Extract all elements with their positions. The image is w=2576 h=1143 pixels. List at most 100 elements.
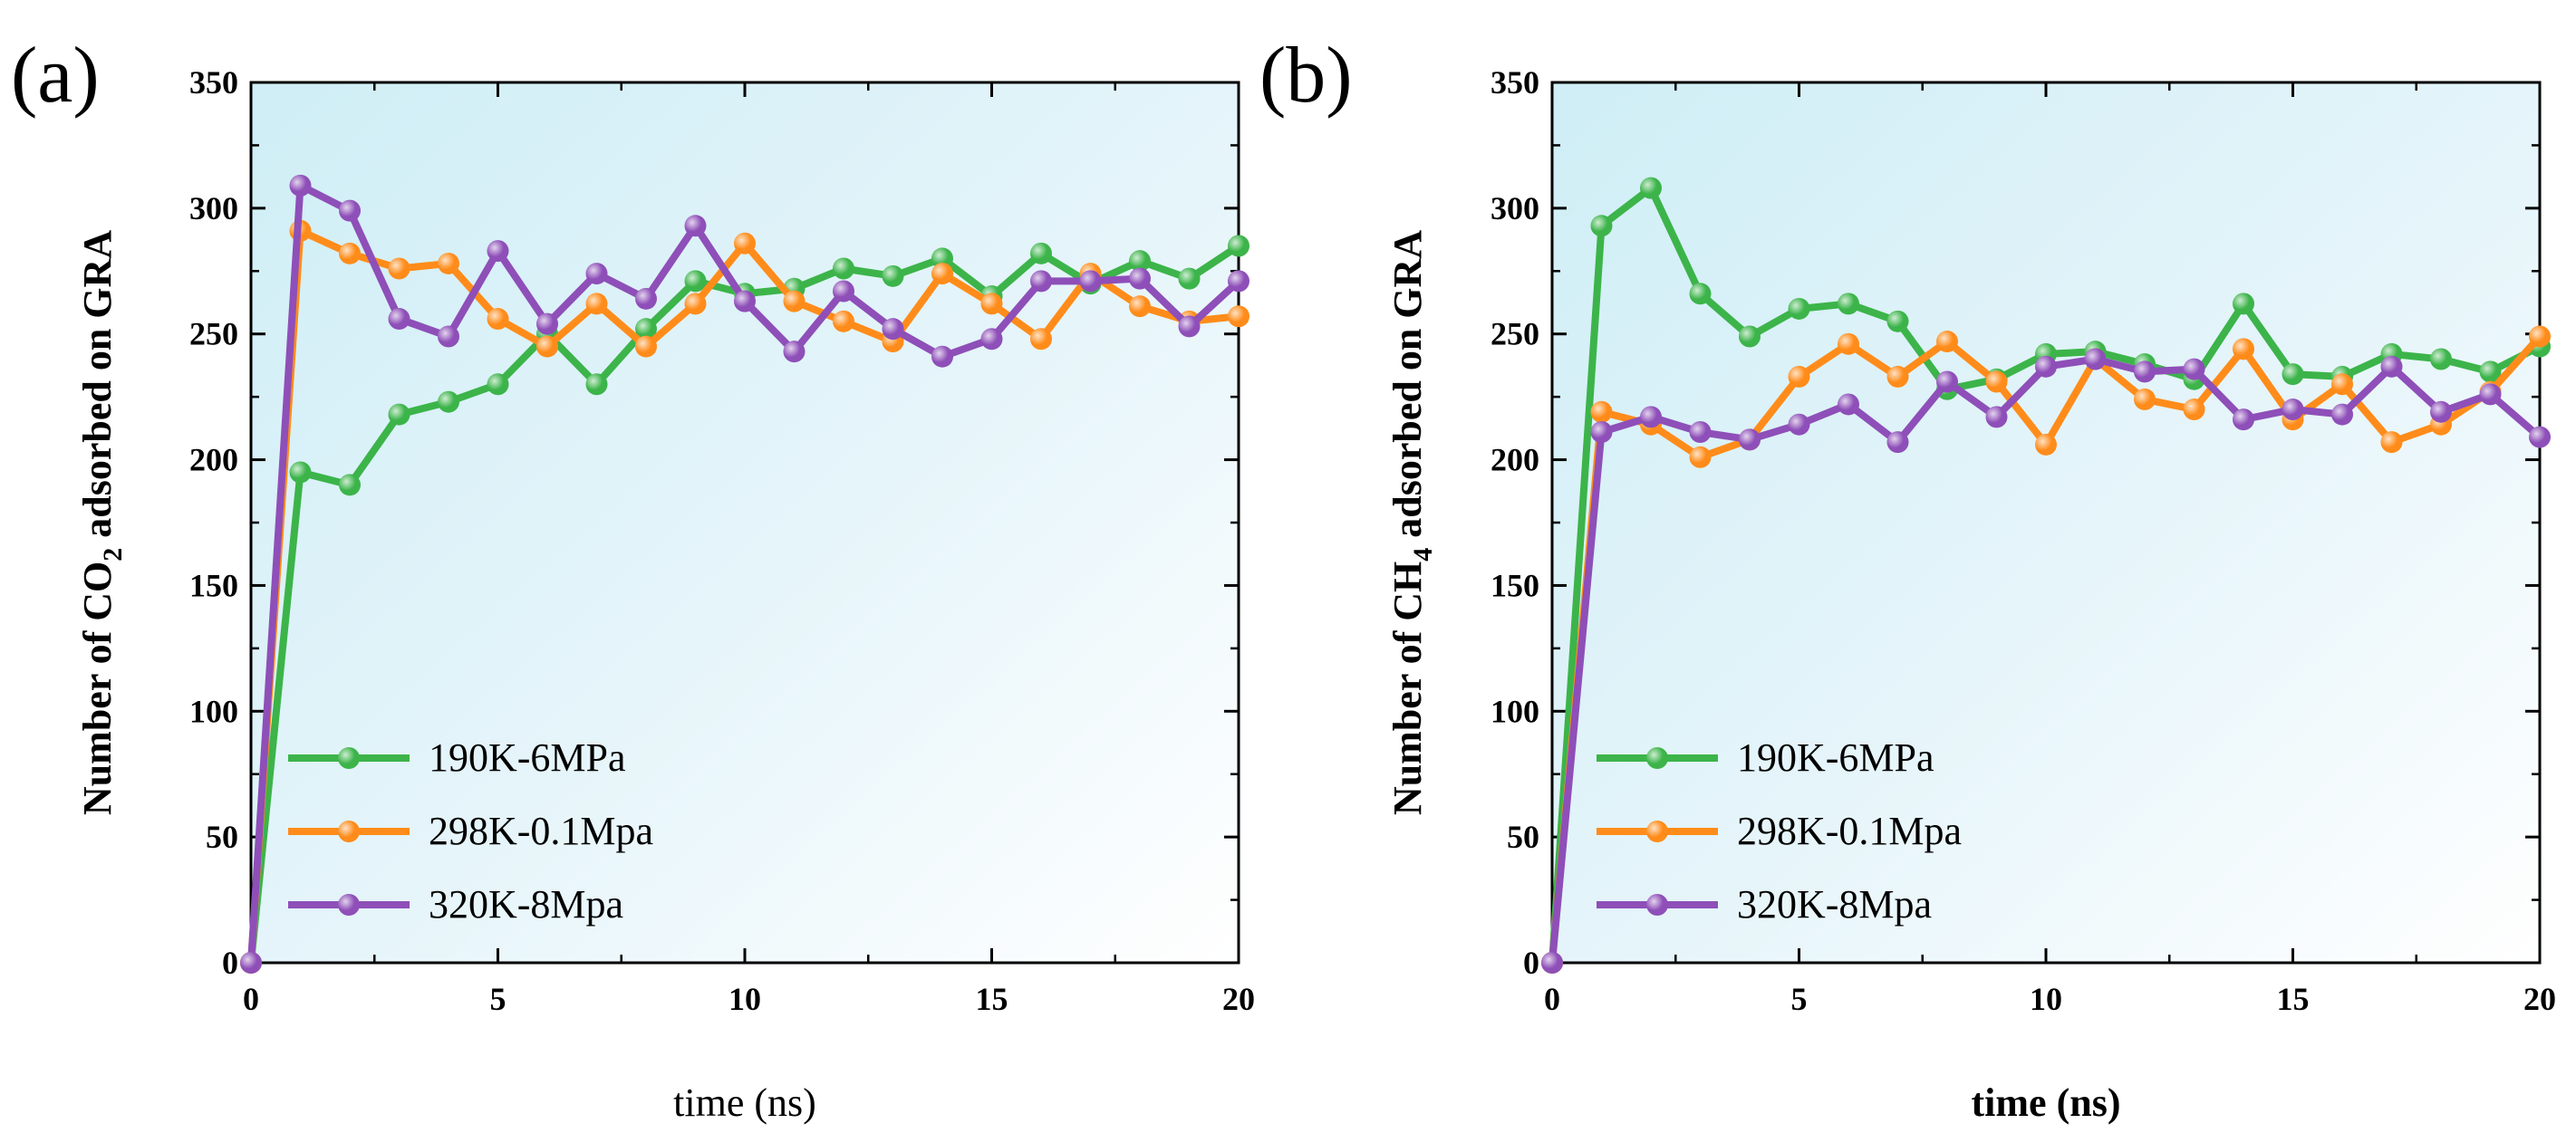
data-point-highlight (1985, 406, 2008, 428)
data-point-highlight (388, 308, 410, 331)
legend-marker-highlight (1646, 894, 1668, 916)
series-320K-8Mpa (1541, 348, 2551, 974)
data-point-highlight (684, 270, 707, 293)
y-tick-label: 350 (189, 64, 238, 101)
data-point-highlight (1590, 400, 1613, 423)
data-point-highlight (1838, 332, 1859, 355)
data-point-highlight (734, 232, 756, 255)
y-axis-title-group: Number of CH4 adsorbed on GRA (1385, 230, 1438, 815)
y-tick-label: 150 (1491, 567, 1539, 603)
data-point-highlight (734, 290, 756, 312)
data-point-highlight (438, 325, 459, 348)
data-point-highlight (1030, 328, 1052, 351)
data-point-highlight (1178, 315, 1201, 338)
data-point-highlight (980, 293, 1003, 315)
y-tick-label: 0 (222, 945, 238, 981)
data-point-highlight (2035, 433, 2057, 456)
data-point-highlight (339, 474, 361, 496)
chart-panel-b: 0 50 100 150 200 250 300 350 0 5 10 15 20 time (ns) Nu… (1259, 32, 2556, 1125)
x-tick-label: 5 (490, 981, 507, 1017)
x-axis-title: time (ns) (673, 1081, 816, 1125)
data-point-highlight (2380, 431, 2403, 454)
data-point-highlight (1838, 293, 1859, 315)
data-point-highlight (2183, 358, 2205, 380)
data-point-highlight (2134, 388, 2156, 410)
x-axis-title: time (ns) (1972, 1081, 2121, 1125)
data-point-highlight (240, 952, 262, 974)
legend: 190K-6MPa 298K-0.1Mpa 320K-8Mpa (288, 735, 653, 927)
data-point-highlight (388, 257, 410, 280)
data-point-highlight (1936, 370, 1958, 393)
plot-background (1552, 82, 2540, 963)
data-point-highlight (2084, 348, 2107, 370)
x-tick-label: 10 (728, 981, 761, 1017)
y-axis-title-part: Number of CO (75, 562, 120, 815)
y-axis-title-part: adsorbed on GRA (1385, 230, 1430, 548)
y-tick-label: 300 (1491, 190, 1539, 226)
data-point-highlight (1228, 235, 1249, 257)
y-tick-label: 0 (1523, 945, 1539, 981)
chart-panel-a: 0 50 100 150 200 250 300 350 0 5 10 15 20 time (ns) Nu… (11, 32, 1255, 1125)
data-point-highlight (1590, 215, 1613, 237)
legend-marker-highlight (338, 747, 360, 769)
data-point-highlight (1030, 270, 1052, 293)
legend-marker-highlight (338, 894, 360, 916)
y-axis-title: Number of CH4 adsorbed on GRA (1385, 230, 1438, 815)
data-point-highlight (536, 335, 558, 358)
y-tick-label: 350 (1491, 64, 1539, 101)
panel-label: (a) (11, 32, 100, 120)
legend-marker-highlight (1646, 747, 1668, 769)
y-tick-label: 250 (189, 316, 238, 352)
data-point-highlight (1985, 370, 2008, 393)
data-point-highlight (1838, 393, 1859, 416)
data-point-highlight (1936, 331, 1958, 353)
data-point-highlight (1228, 305, 1249, 328)
data-point-highlight (1640, 406, 1662, 428)
data-point-highlight (783, 341, 806, 363)
data-point-highlight (487, 240, 509, 263)
data-point-highlight (684, 293, 707, 315)
y-tick-label: 50 (1507, 819, 1539, 855)
series-320K-8Mpa (240, 174, 1249, 974)
data-point-highlight (635, 335, 657, 358)
data-point-highlight (438, 390, 459, 413)
data-point-highlight (2529, 325, 2551, 348)
y-tick-label: 300 (189, 190, 238, 226)
x-tick-label: 15 (976, 981, 1008, 1017)
data-point-highlight (1541, 952, 1563, 974)
legend: 190K-6MPa 298K-0.1Mpa 320K-8Mpa (1597, 735, 1962, 927)
data-point-highlight (1739, 428, 1761, 451)
data-point-highlight (1886, 310, 1909, 332)
data-point-highlight (2134, 360, 2156, 383)
data-point-highlight (585, 263, 608, 285)
y-tick-label: 50 (206, 819, 238, 855)
data-point-highlight (1129, 250, 1151, 273)
data-point-highlight (783, 290, 806, 312)
data-point-highlight (1590, 421, 1613, 444)
data-point-highlight (635, 287, 657, 310)
data-point-highlight (2430, 400, 2452, 423)
data-point-highlight (289, 174, 312, 197)
x-tick-label: 20 (2523, 981, 2556, 1017)
data-point-highlight (388, 403, 410, 426)
data-point-highlight (2183, 399, 2205, 421)
legend-label: 298K-0.1Mpa (429, 809, 653, 853)
data-point-highlight (2282, 399, 2304, 421)
y-tick-label: 150 (189, 567, 238, 603)
data-point-highlight (487, 373, 509, 396)
legend-label: 190K-6MPa (1737, 735, 1934, 780)
data-point-highlight (585, 293, 608, 315)
data-point-highlight (1640, 177, 1662, 199)
y-tick-label: 250 (1491, 316, 1539, 352)
data-point-highlight (882, 318, 904, 341)
data-point-highlight (2035, 355, 2057, 378)
y-axis-title-part: Number of CH (1385, 562, 1430, 815)
y-tick-label: 100 (189, 693, 238, 729)
plot-background (251, 82, 1239, 963)
data-point-highlight (1689, 446, 1712, 468)
x-tick-label: 20 (1222, 981, 1255, 1017)
data-point-highlight (931, 247, 953, 270)
x-tick-label: 0 (1544, 981, 1560, 1017)
data-point-highlight (585, 373, 608, 396)
data-point-highlight (1689, 283, 1712, 305)
